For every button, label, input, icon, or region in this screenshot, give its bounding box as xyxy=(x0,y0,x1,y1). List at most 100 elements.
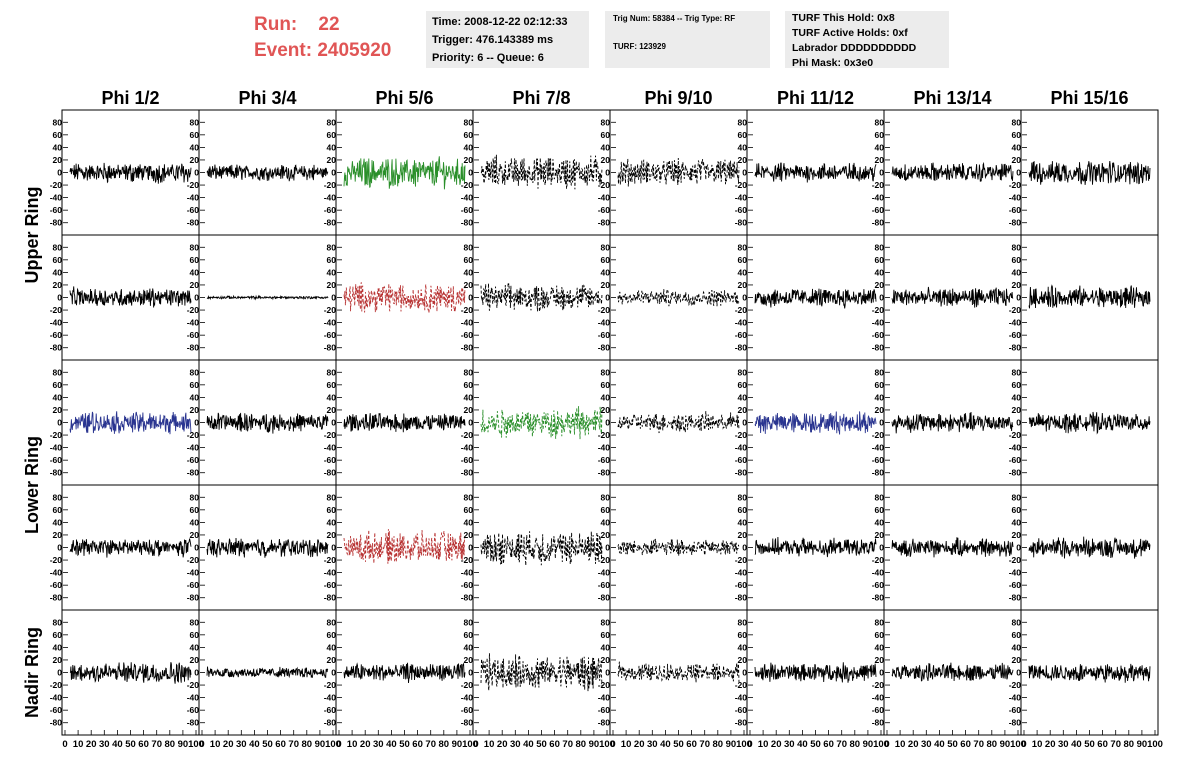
y-tick-label: -60 xyxy=(735,455,748,465)
y-tick-label: 40 xyxy=(464,392,474,402)
x-tick-label: 90 xyxy=(863,739,874,750)
y-tick-label: -20 xyxy=(324,180,337,190)
y-tick-label: 80 xyxy=(53,242,63,252)
y-tick-label: 20 xyxy=(190,280,200,290)
y-tick-label: 40 xyxy=(190,392,200,402)
y-tick-label: 60 xyxy=(327,630,337,640)
x-tick-label: 50 xyxy=(125,739,136,750)
x-tick-label: 80 xyxy=(439,739,450,750)
x-tick-label: 50 xyxy=(536,739,547,750)
y-tick-label: 40 xyxy=(875,142,885,152)
run-line: Run: 22 xyxy=(254,12,424,38)
y-tick-label: 80 xyxy=(875,492,885,502)
y-tick-label: 40 xyxy=(190,142,200,152)
y-tick-label: -20 xyxy=(598,180,611,190)
waveform-trace xyxy=(617,289,740,307)
x-tick-label: 80 xyxy=(713,739,724,750)
y-tick-label: 40 xyxy=(1012,642,1022,652)
y-tick-label: 60 xyxy=(190,505,200,515)
y-tick-label: 40 xyxy=(738,642,748,652)
y-tick-label: 60 xyxy=(190,380,200,390)
y-tick-label: 60 xyxy=(875,255,885,265)
y-tick-label: 0 xyxy=(879,168,884,178)
time-info-box: Time: 2008-12-22 02:12:33 Trigger: 476.1… xyxy=(426,11,589,68)
turf-text: TURF: 123929 xyxy=(613,42,666,51)
y-tick-label: -80 xyxy=(872,718,885,728)
y-tick-label: -80 xyxy=(598,468,611,478)
y-tick-label: 60 xyxy=(53,505,63,515)
y-tick-label: 0 xyxy=(742,293,747,303)
y-tick-label: -80 xyxy=(461,468,474,478)
y-tick-label: -20 xyxy=(50,555,63,565)
x-tick-label: 60 xyxy=(275,739,286,750)
y-tick-label: 40 xyxy=(53,392,63,402)
y-tick-label: -80 xyxy=(598,593,611,603)
y-tick-label: -60 xyxy=(735,330,748,340)
run-event-label: Run: 22 Event: 2405920 xyxy=(254,12,424,64)
y-tick-label: 60 xyxy=(190,130,200,140)
y-tick-label: 60 xyxy=(875,380,885,390)
trigger-text: Trigger: 476.143389 ms xyxy=(432,34,554,46)
y-tick-label: -20 xyxy=(461,305,474,315)
y-tick-label: 20 xyxy=(738,655,748,665)
y-tick-label: -40 xyxy=(50,193,63,203)
y-tick-label: -40 xyxy=(872,568,885,578)
waveform-trace xyxy=(754,536,877,558)
y-tick-label: -80 xyxy=(1009,343,1022,353)
x-tick-label: 50 xyxy=(399,739,410,750)
y-tick-label: 80 xyxy=(464,492,474,502)
y-tick-label: 80 xyxy=(738,617,748,627)
y-tick-label: -20 xyxy=(187,305,200,315)
y-tick-label: -40 xyxy=(187,443,200,453)
y-tick-label: 20 xyxy=(327,405,337,415)
y-tick-label: 20 xyxy=(601,280,611,290)
y-tick-label: 60 xyxy=(601,630,611,640)
y-tick-label: 80 xyxy=(875,242,885,252)
row-label: Lower Ring xyxy=(22,436,42,534)
y-tick-label: -80 xyxy=(735,468,748,478)
x-tick-label: 20 xyxy=(360,739,371,750)
x-tick-label: 70 xyxy=(288,739,299,750)
x-tick-label: 90 xyxy=(315,739,326,750)
y-tick-label: 60 xyxy=(464,630,474,640)
y-tick-label: 20 xyxy=(53,530,63,540)
y-tick-label: -40 xyxy=(598,443,611,453)
y-tick-label: 80 xyxy=(327,242,337,252)
x-tick-label: 90 xyxy=(1137,739,1148,750)
waveform-trace xyxy=(69,662,192,684)
y-tick-label: -60 xyxy=(872,705,885,715)
y-tick-label: 20 xyxy=(1012,405,1022,415)
y-tick-label: 80 xyxy=(601,242,611,252)
waveform-trace xyxy=(69,538,192,558)
column-header: Phi 11/12 xyxy=(777,88,854,108)
y-tick-label: -40 xyxy=(735,693,748,703)
waveform-trace xyxy=(206,412,329,434)
waveform-trace xyxy=(206,164,329,182)
y-tick-label: -40 xyxy=(872,443,885,453)
y-tick-label: -80 xyxy=(872,468,885,478)
x-tick-label: 100 xyxy=(462,739,478,750)
x-tick-label: 0 xyxy=(62,739,67,750)
y-tick-label: 60 xyxy=(327,130,337,140)
y-tick-label: -60 xyxy=(187,705,200,715)
y-tick-label: 40 xyxy=(875,517,885,527)
y-tick-label: -60 xyxy=(50,455,63,465)
y-tick-label: -60 xyxy=(324,205,337,215)
y-tick-label: -40 xyxy=(187,568,200,578)
y-tick-label: -20 xyxy=(1009,180,1022,190)
y-tick-label: 80 xyxy=(464,242,474,252)
y-tick-label: 60 xyxy=(1012,505,1022,515)
y-tick-label: 40 xyxy=(327,392,337,402)
y-tick-label: -60 xyxy=(461,205,474,215)
y-tick-label: 20 xyxy=(190,405,200,415)
y-tick-label: 20 xyxy=(875,405,885,415)
y-tick-label: 20 xyxy=(1012,280,1022,290)
y-tick-label: 40 xyxy=(327,142,337,152)
y-tick-label: -80 xyxy=(598,718,611,728)
y-tick-label: -40 xyxy=(598,318,611,328)
waveform-trace xyxy=(480,531,603,566)
y-tick-label: 0 xyxy=(879,418,884,428)
y-tick-label: 60 xyxy=(464,255,474,265)
x-tick-label: 50 xyxy=(947,739,958,750)
